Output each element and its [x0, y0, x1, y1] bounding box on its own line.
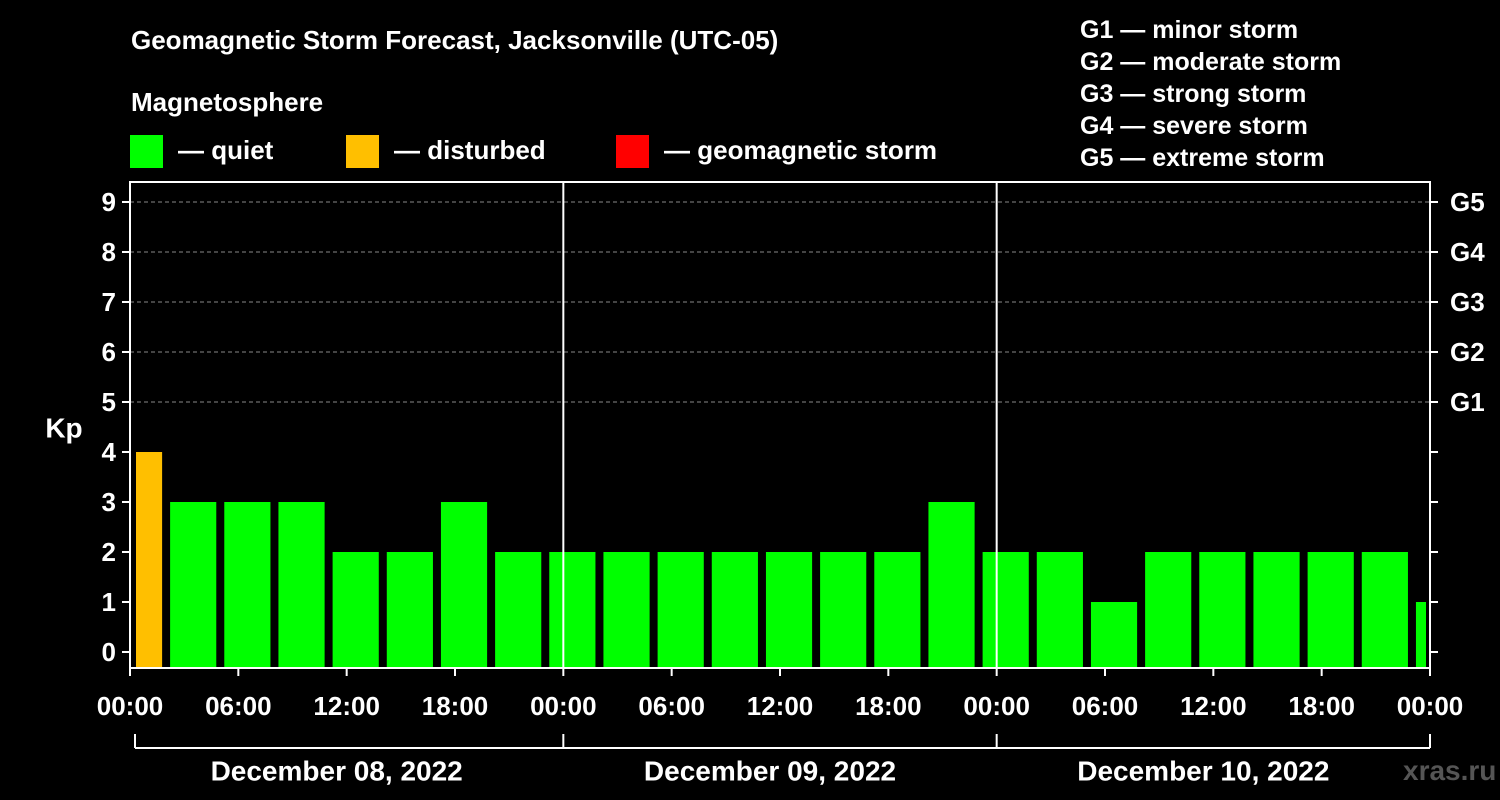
storm-level-label: G1	[1450, 387, 1485, 417]
y-tick-label: 9	[102, 187, 116, 217]
storm-scale-legend: G1 — minor storm G2 — moderate storm G3 …	[1080, 14, 1341, 174]
storm-scale-g2: G2 — moderate storm	[1080, 48, 1342, 76]
y-tick-label: 8	[102, 237, 116, 267]
kp-bar	[603, 552, 650, 668]
kp-bar	[1036, 552, 1083, 668]
kp-bar	[657, 552, 704, 668]
day-label: December 09, 2022	[644, 756, 896, 787]
magnetosphere-label: Magnetosphere	[131, 87, 324, 117]
kp-bar	[495, 552, 542, 668]
kp-bar	[136, 452, 163, 668]
y-tick-label: 3	[102, 487, 116, 517]
x-tick-label: 18:00	[1288, 691, 1355, 721]
watermark: xras.ru	[1403, 755, 1497, 786]
kp-bar	[1415, 602, 1426, 668]
legend-quiet-label: — quiet	[178, 135, 274, 165]
kp-bar	[1361, 552, 1408, 668]
x-tick-label: 06:00	[1072, 691, 1139, 721]
kp-bar	[928, 502, 975, 668]
x-tick-label: 06:00	[205, 691, 272, 721]
kp-bar	[982, 552, 1029, 668]
kp-bar	[820, 552, 867, 668]
storm-level-label: G5	[1450, 187, 1485, 217]
storm-scale-g1: G1 — minor storm	[1080, 16, 1299, 44]
x-tick-label: 12:00	[313, 691, 380, 721]
kp-bar	[332, 552, 379, 668]
x-tick-label: 18:00	[855, 691, 922, 721]
y-tick-label: 5	[102, 387, 116, 417]
x-tick-label: 18:00	[422, 691, 489, 721]
legend-storm-swatch	[616, 135, 649, 168]
legend-storm-label: — geomagnetic storm	[664, 135, 938, 165]
kp-bar	[224, 502, 271, 668]
y-tick-label: 6	[102, 337, 116, 367]
storm-level-label: G3	[1450, 287, 1485, 317]
y-axis-title: Kp	[45, 413, 82, 444]
day-label: December 10, 2022	[1077, 756, 1329, 787]
legend-disturbed-label: — disturbed	[394, 135, 546, 165]
storm-level-label: G4	[1450, 237, 1485, 267]
kp-bar	[1307, 552, 1354, 668]
x-tick-label: 00:00	[963, 691, 1030, 721]
legend-quiet-swatch	[130, 135, 163, 168]
x-tick-label: 00:00	[97, 691, 164, 721]
storm-scale-g4: G4 — severe storm	[1080, 112, 1308, 140]
kp-bar	[440, 502, 488, 668]
x-tick-label: 00:00	[1397, 691, 1464, 721]
storm-scale-g5: G5 — extreme storm	[1080, 144, 1325, 172]
storm-level-label: G2	[1450, 337, 1485, 367]
kp-bar	[386, 552, 433, 668]
kp-bar	[1199, 552, 1246, 668]
x-tick-label: 12:00	[747, 691, 814, 721]
x-tick-label: 12:00	[1180, 691, 1247, 721]
storm-scale-g3: G3 — strong storm	[1080, 80, 1307, 108]
kp-bar	[874, 552, 921, 668]
kp-bar	[170, 502, 217, 668]
x-tick-label: 00:00	[530, 691, 597, 721]
y-tick-label: 4	[102, 437, 117, 467]
y-tick-label: 2	[102, 537, 116, 567]
x-tick-label: 06:00	[638, 691, 705, 721]
day-label: December 08, 2022	[211, 756, 463, 787]
y-tick-label: 0	[102, 637, 116, 667]
kp-bar	[549, 552, 596, 668]
kp-bar	[765, 552, 813, 668]
kp-bar	[1090, 602, 1138, 668]
kp-bar	[1253, 552, 1300, 668]
kp-bar	[711, 552, 758, 668]
kp-bar	[1145, 552, 1192, 668]
legend-disturbed-swatch	[346, 135, 379, 168]
y-tick-label: 1	[102, 587, 116, 617]
chart-title: Geomagnetic Storm Forecast, Jacksonville…	[131, 25, 779, 55]
y-tick-label: 7	[102, 287, 116, 317]
kp-bar	[278, 502, 325, 668]
